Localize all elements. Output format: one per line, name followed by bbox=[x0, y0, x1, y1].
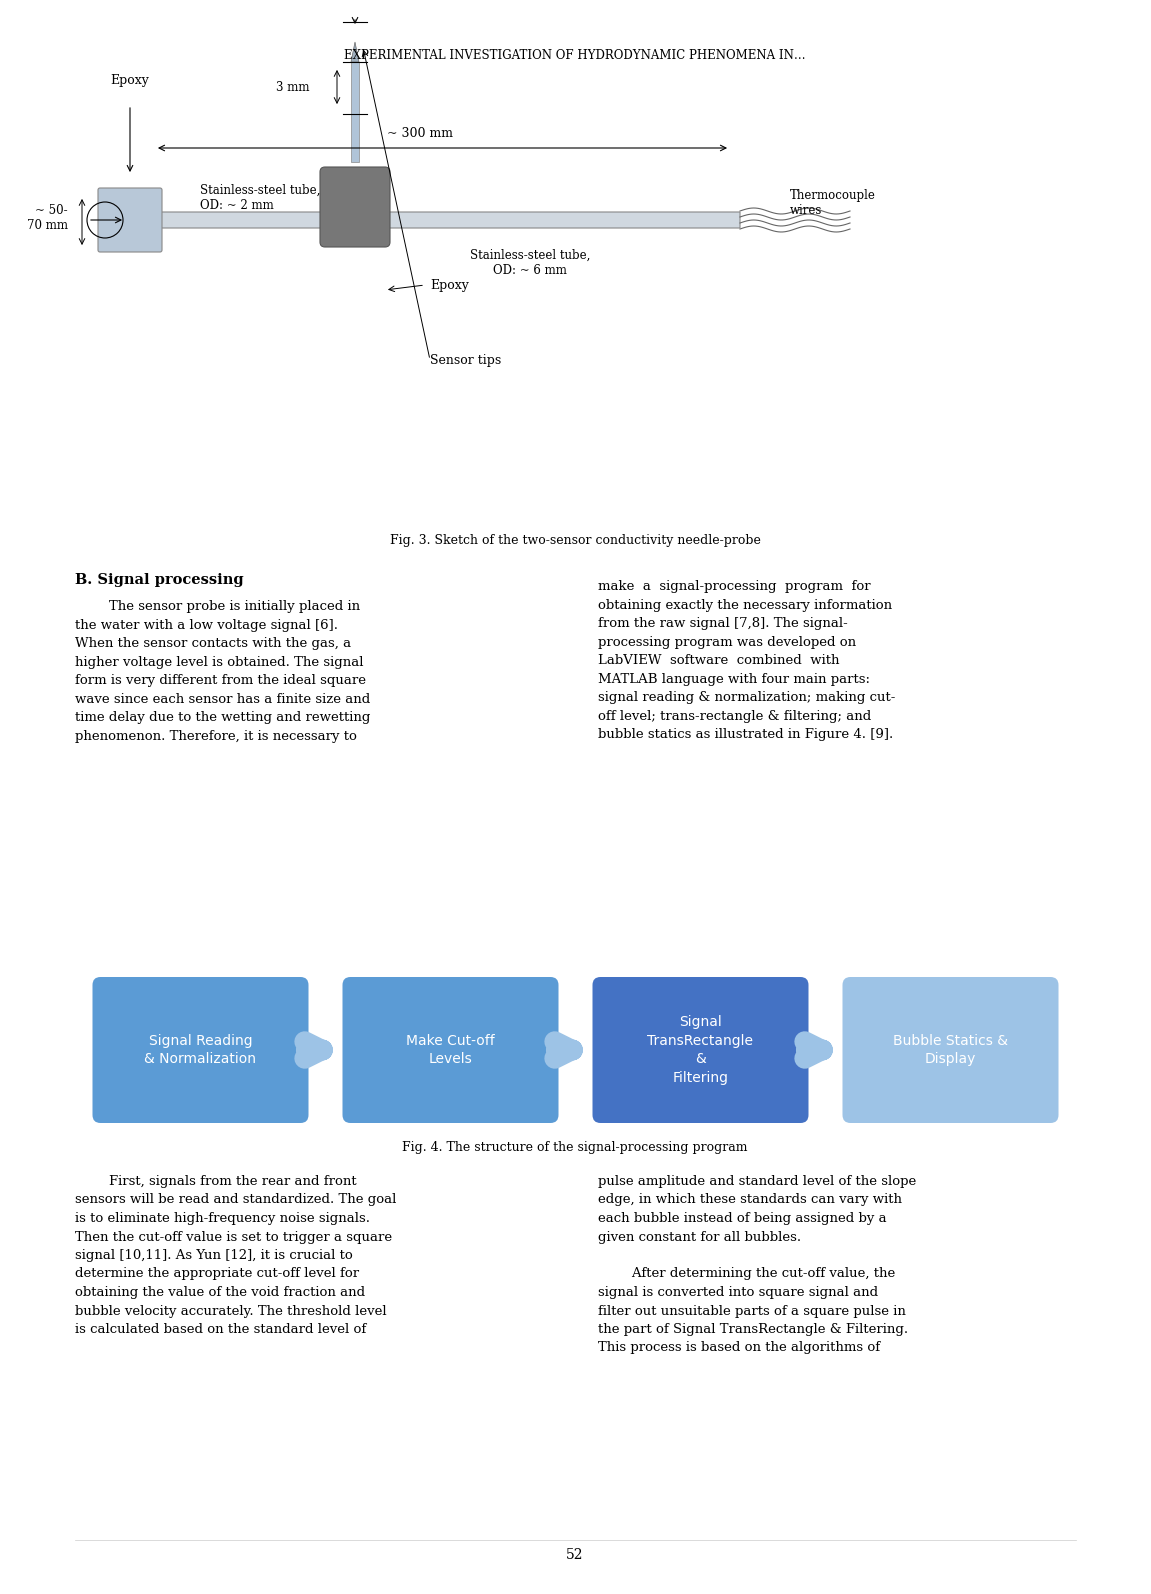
Text: OD: ~ 6 mm: OD: ~ 6 mm bbox=[493, 263, 567, 276]
Text: ~ 300 mm: ~ 300 mm bbox=[387, 128, 453, 140]
Text: Sensor tips: Sensor tips bbox=[430, 354, 501, 367]
Text: 3 mm: 3 mm bbox=[276, 81, 310, 94]
Text: pulse amplitude and standard level of the slope
edge, in which these standards c: pulse amplitude and standard level of th… bbox=[599, 1175, 916, 1355]
Text: OD: ~ 2 mm: OD: ~ 2 mm bbox=[200, 199, 274, 212]
Text: First, signals from the rear and front
sensors will be read and standardized. Th: First, signals from the rear and front s… bbox=[75, 1175, 396, 1336]
FancyBboxPatch shape bbox=[593, 977, 808, 1124]
Text: Fig. 4. The structure of the signal-processing program: Fig. 4. The structure of the signal-proc… bbox=[402, 1141, 748, 1154]
FancyBboxPatch shape bbox=[843, 977, 1059, 1124]
Text: Epoxy: Epoxy bbox=[110, 73, 150, 86]
Bar bbox=[140, 207, 152, 233]
Text: wires: wires bbox=[790, 204, 822, 217]
Text: Signal Reading
& Normalization: Signal Reading & Normalization bbox=[145, 1035, 257, 1066]
Text: 70 mm: 70 mm bbox=[26, 218, 68, 231]
FancyBboxPatch shape bbox=[343, 977, 558, 1124]
Text: Signal
TransRectangle
&
Filtering: Signal TransRectangle & Filtering bbox=[648, 1015, 754, 1084]
FancyBboxPatch shape bbox=[92, 977, 308, 1124]
Text: make  a  signal-processing  program  for
obtaining exactly the necessary informa: make a signal-processing program for obt… bbox=[599, 580, 895, 741]
Text: Stainless-steel tube,: Stainless-steel tube, bbox=[470, 249, 590, 261]
Text: Thermocouple: Thermocouple bbox=[790, 188, 876, 201]
Text: 52: 52 bbox=[566, 1548, 584, 1562]
FancyBboxPatch shape bbox=[145, 212, 740, 228]
Text: Bubble Statics &
Display: Bubble Statics & Display bbox=[893, 1035, 1008, 1066]
Text: Stainless-steel tube,: Stainless-steel tube, bbox=[200, 183, 320, 196]
Text: EXPERIMENTAL INVESTIGATION OF HYDRODYNAMIC PHENOMENA IN…: EXPERIMENTAL INVESTIGATION OF HYDRODYNAM… bbox=[344, 48, 806, 62]
FancyBboxPatch shape bbox=[320, 167, 390, 247]
FancyBboxPatch shape bbox=[98, 188, 162, 252]
Polygon shape bbox=[351, 41, 359, 62]
Text: Fig. 3. Sketch of the two-sensor conductivity needle-probe: Fig. 3. Sketch of the two-sensor conduct… bbox=[389, 534, 761, 547]
Text: Make Cut-off
Levels: Make Cut-off Levels bbox=[406, 1035, 495, 1066]
Bar bbox=[351, 62, 359, 163]
Text: The sensor probe is initially placed in
the water with a low voltage signal [6].: The sensor probe is initially placed in … bbox=[75, 599, 371, 743]
Text: ~ 50-: ~ 50- bbox=[36, 204, 68, 217]
Text: Epoxy: Epoxy bbox=[430, 279, 468, 292]
Text: B. Signal processing: B. Signal processing bbox=[75, 572, 244, 587]
